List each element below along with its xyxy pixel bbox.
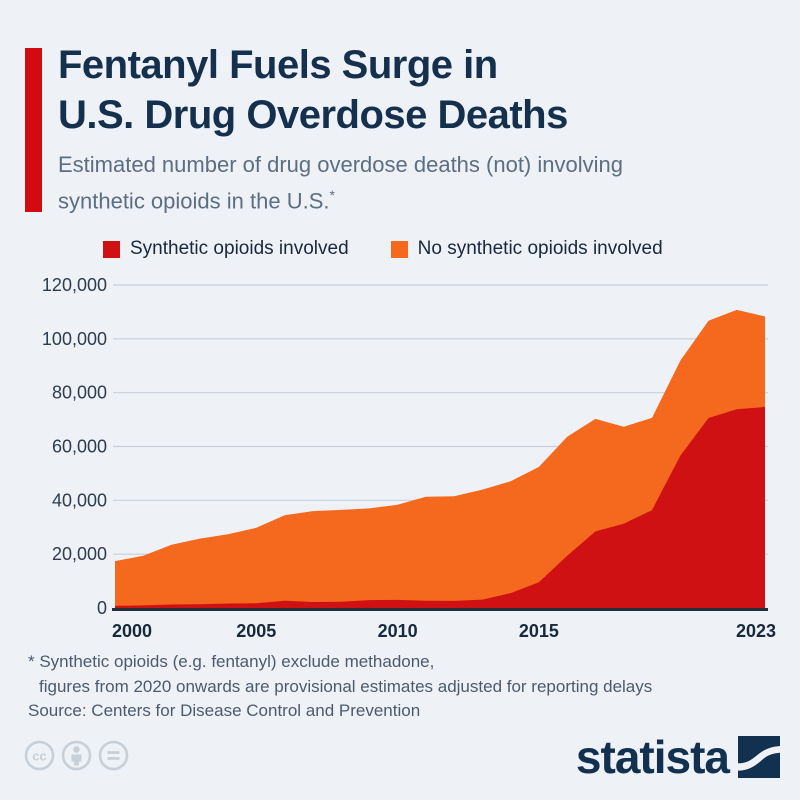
y-axis-label: 100,000 xyxy=(42,329,107,349)
legend-item-synthetic: Synthetic opioids involved xyxy=(103,238,349,260)
attribution-person-icon[interactable] xyxy=(61,740,92,771)
footnote-line-2: figures from 2020 onwards are provisiona… xyxy=(39,677,653,696)
svg-text:cc: cc xyxy=(32,749,46,764)
no-derivatives-equals-icon[interactable] xyxy=(98,740,129,771)
statista-logo-text: statista xyxy=(575,731,730,783)
x-axis-label: 2015 xyxy=(519,621,559,641)
y-axis-label: 120,000 xyxy=(42,275,107,295)
creative-commons-icons[interactable]: cc xyxy=(24,740,129,771)
y-axis-label: 0 xyxy=(97,598,107,618)
y-axis-label: 40,000 xyxy=(52,490,107,510)
statista-logo[interactable]: statista xyxy=(576,734,780,780)
overdose-chart: 0 20,000 40,000 60,000 80,000 100,000 120,000 2… xyxy=(42,275,776,641)
subtitle-line-2: synthetic opioids in the U.S.* xyxy=(58,187,335,214)
chart-legend: Synthetic opioids involved No synthetic … xyxy=(103,238,663,260)
footnote-block: * Synthetic opioids (e.g. fentanyl) excl… xyxy=(28,649,652,699)
y-axis-label: 60,000 xyxy=(52,437,107,457)
cc-icon[interactable]: cc xyxy=(24,740,55,771)
y-axis-label: 80,000 xyxy=(52,383,107,403)
legend-label-synthetic: Synthetic opioids involved xyxy=(130,238,349,259)
source-line: Source: Centers for Disease Control and … xyxy=(28,701,421,720)
chart-area: 0 20,000 40,000 60,000 80,000 100,000 120,000 2… xyxy=(0,270,800,645)
legend-swatch-no-synthetic xyxy=(390,240,408,258)
title-line-2: U.S. Drug Overdose Deaths xyxy=(58,93,568,137)
title-line-1: Fentanyl Fuels Surge in xyxy=(58,43,498,87)
x-axis-label: 2000 xyxy=(112,621,152,641)
y-axis-label: 20,000 xyxy=(52,544,107,564)
x-axis-label: 2010 xyxy=(378,621,418,641)
x-axis-label: 2023 xyxy=(736,621,776,641)
legend-label-no-synthetic: No synthetic opioids involved xyxy=(417,238,663,259)
page-title: Fentanyl Fuels Surge in U.S. Drug Overdo… xyxy=(58,40,568,140)
legend-item-no-synthetic: No synthetic opioids involved xyxy=(390,238,663,260)
x-axis-label: 2005 xyxy=(236,621,276,641)
legend-swatch-synthetic xyxy=(103,240,120,258)
footnote-line-1: * Synthetic opioids (e.g. fentanyl) excl… xyxy=(28,652,435,671)
statista-logo-icon xyxy=(738,736,780,778)
footnote-marker: * xyxy=(329,187,335,203)
title-accent-bar xyxy=(25,48,42,212)
page-subtitle: Estimated number of drug overdose deaths… xyxy=(58,150,623,216)
subtitle-line-1: Estimated number of drug overdose deaths… xyxy=(58,152,623,177)
area-synthetic-opioids xyxy=(115,406,765,608)
